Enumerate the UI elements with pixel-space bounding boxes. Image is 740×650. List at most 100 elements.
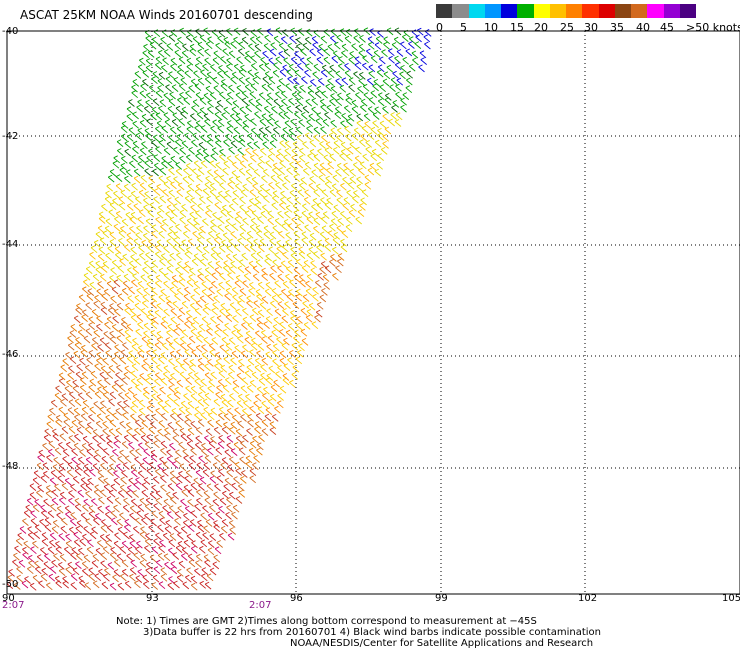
wind-barb xyxy=(205,175,212,184)
wind-barb xyxy=(124,524,131,533)
wind-barb xyxy=(119,420,126,429)
wind-barb xyxy=(195,469,203,478)
wind-barb xyxy=(248,98,255,107)
wind-barb xyxy=(60,525,68,534)
wind-barb xyxy=(203,525,210,534)
wind-barb xyxy=(279,321,286,330)
wind-barb xyxy=(144,512,151,521)
wind-barb xyxy=(361,125,369,134)
wind-barb xyxy=(394,119,402,127)
wind-barb xyxy=(79,357,86,366)
wind-barb xyxy=(364,174,372,183)
wind-barb xyxy=(126,169,133,178)
wind-barb xyxy=(326,104,334,113)
wind-barb xyxy=(273,379,280,388)
wind-barb xyxy=(159,539,166,548)
wind-barb xyxy=(167,483,175,491)
wind-barb xyxy=(209,189,217,197)
wind-barb xyxy=(120,321,128,330)
wind-barb xyxy=(30,546,37,555)
wind-barb xyxy=(284,301,291,309)
wind-barb xyxy=(116,302,124,311)
wind-barb xyxy=(123,183,131,192)
wind-barb xyxy=(195,344,203,353)
wind-barb xyxy=(45,490,53,499)
wind-barb xyxy=(248,288,255,296)
wind-barb xyxy=(209,342,216,351)
wind-barb xyxy=(177,540,185,549)
wind-barb xyxy=(236,211,243,219)
wind-barb xyxy=(232,161,239,170)
wind-barb xyxy=(179,155,186,164)
wind-barb xyxy=(177,568,184,577)
wind-barb xyxy=(131,400,139,408)
wind-barb xyxy=(210,219,217,227)
wind-barb xyxy=(105,534,113,542)
wind-barb xyxy=(252,273,260,282)
wind-barb xyxy=(293,84,300,93)
wind-barb xyxy=(151,413,159,422)
wind-barb xyxy=(139,147,147,156)
wind-barb xyxy=(213,426,221,435)
wind-barb xyxy=(260,210,268,219)
wind-barb xyxy=(65,511,72,520)
wind-barb xyxy=(129,216,136,225)
wind-barb xyxy=(52,519,60,528)
wind-barb xyxy=(136,287,143,296)
wind-barb xyxy=(116,139,124,147)
wind-barb xyxy=(191,105,198,113)
wind-barb xyxy=(305,288,313,297)
wind-barb xyxy=(146,314,153,322)
wind-barb xyxy=(41,567,48,576)
wind-barb xyxy=(74,503,82,512)
wind-barb xyxy=(172,300,179,309)
wind-barb xyxy=(131,90,138,99)
wind-barb xyxy=(256,322,264,330)
wind-barb xyxy=(329,189,337,198)
wind-barb xyxy=(258,63,266,72)
wind-barb xyxy=(244,55,251,63)
wind-barb xyxy=(156,364,163,373)
wind-barb xyxy=(313,189,321,198)
wind-barb xyxy=(134,427,141,436)
wind-barb xyxy=(264,105,271,114)
wind-barb xyxy=(88,442,95,451)
wind-barb xyxy=(203,336,210,345)
wind-barb xyxy=(158,204,165,213)
wind-barb xyxy=(196,462,204,470)
wind-barb xyxy=(75,371,83,380)
wind-barb xyxy=(394,55,401,64)
wind-barb xyxy=(288,127,296,136)
wind-barb xyxy=(368,64,376,73)
wind-barb xyxy=(22,518,29,526)
wind-barb xyxy=(188,462,196,471)
wind-barb xyxy=(165,519,172,528)
wind-barb xyxy=(164,427,171,436)
wind-barb xyxy=(277,393,284,401)
wind-barb xyxy=(247,322,255,331)
wind-barb xyxy=(254,50,261,59)
wind-barb xyxy=(121,559,129,568)
wind-barb xyxy=(377,127,384,136)
wind-barb xyxy=(267,153,275,162)
wind-barb xyxy=(296,223,303,232)
wind-barb xyxy=(88,414,95,422)
wind-barb xyxy=(382,113,389,122)
wind-barb xyxy=(207,419,214,428)
wind-barb xyxy=(233,476,240,484)
wind-barb xyxy=(118,196,126,205)
wind-barb xyxy=(62,358,69,366)
wind-barb xyxy=(172,461,179,469)
wind-barb xyxy=(201,252,209,261)
wind-barb xyxy=(256,386,264,395)
wind-barb xyxy=(64,546,71,555)
wind-barb xyxy=(259,183,267,192)
wind-barb xyxy=(302,294,310,302)
wind-barb xyxy=(226,155,234,164)
wind-barb xyxy=(46,454,53,463)
wind-barb xyxy=(347,113,355,122)
wind-barb xyxy=(129,505,137,514)
wind-barb xyxy=(354,56,362,65)
wind-barb xyxy=(147,309,155,318)
wind-barb xyxy=(166,141,174,150)
